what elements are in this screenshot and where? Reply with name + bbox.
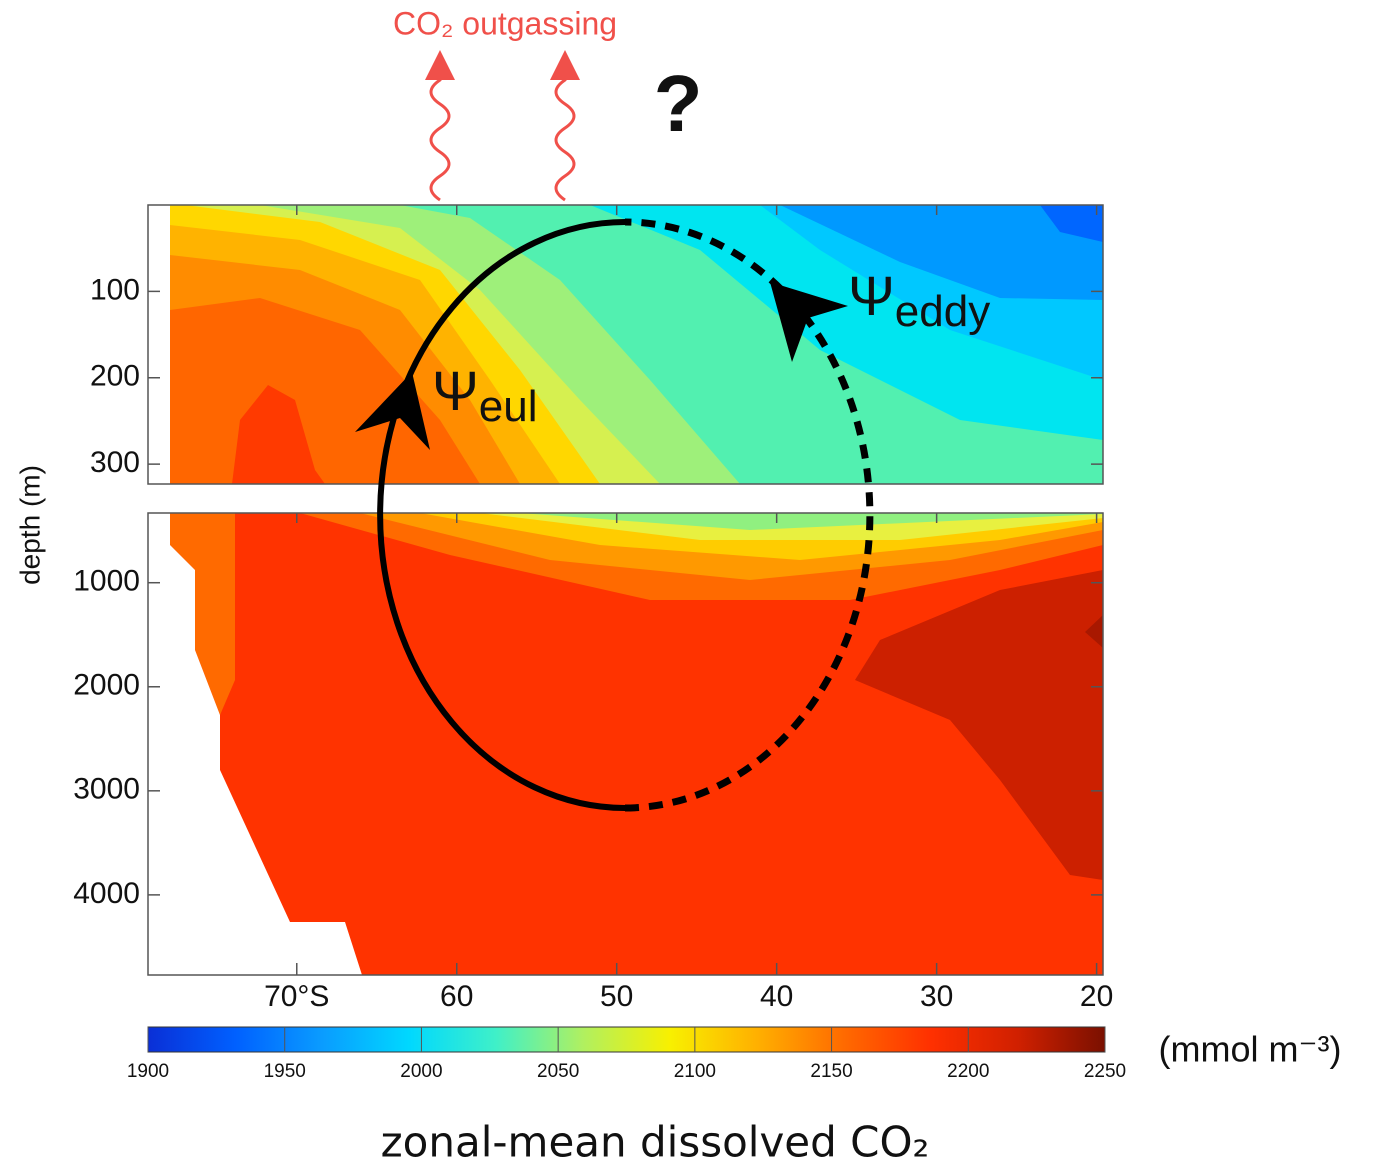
y-tick-label: 3000 — [73, 773, 140, 806]
outgassing-arrow — [429, 75, 451, 202]
lower-contours — [148, 513, 1103, 975]
contour-band — [855, 570, 1103, 880]
psi-symbol: Ψ — [432, 359, 479, 422]
colorbar-tick-label: 2000 — [400, 1061, 442, 1082]
y-tick-label: 1000 — [73, 565, 140, 598]
chart-title: zonal-mean dissolved CO₂ — [381, 1118, 930, 1167]
contour-band — [1085, 615, 1103, 648]
y-tick-label: 2000 — [73, 669, 140, 702]
psi-subscript: eul — [479, 382, 538, 431]
outgassing-label: CO₂ outgassing — [393, 5, 617, 41]
colorbar-label: (mmol m⁻³) — [1159, 1029, 1342, 1070]
arrowhead — [355, 372, 430, 450]
colorbar-tick-label: 1900 — [127, 1061, 169, 1082]
colorbar-tick-label: 1950 — [264, 1061, 306, 1082]
psi-eul: Ψeul — [432, 359, 538, 431]
y-axis-label: depth (m) — [14, 465, 45, 585]
x-tick-label: 20 — [1080, 980, 1113, 1013]
psi-subscript: eddy — [895, 287, 990, 336]
eddy-circulation — [624, 218, 874, 812]
psi-symbol: Ψ — [848, 264, 895, 327]
arrowhead — [550, 50, 580, 80]
contour-band — [232, 385, 325, 484]
land-mask — [148, 513, 362, 975]
colorbar-tick-label: 2200 — [947, 1061, 989, 1082]
colorbar-tick-label: 2050 — [537, 1061, 579, 1082]
x-tick-label: 40 — [760, 980, 793, 1013]
upper-contours — [148, 205, 1103, 484]
x-tick-label: 70°S — [264, 980, 329, 1013]
contour-band — [1040, 205, 1103, 242]
x-tick-label: 50 — [600, 980, 633, 1013]
colorbar-tick-label: 2100 — [674, 1061, 716, 1082]
land-mask — [148, 205, 170, 484]
contour-band — [780, 205, 1103, 300]
panel-frame — [147, 204, 1104, 485]
question-mark: ? — [654, 59, 703, 148]
psi-eddy: Ψeddy — [848, 264, 990, 336]
colorbar — [147, 1026, 1106, 1053]
y-tick-label: 100 — [90, 273, 140, 306]
arrowhead — [425, 50, 455, 80]
panel-frame — [147, 512, 1104, 976]
arrowhead — [770, 282, 848, 362]
y-tick-label: 200 — [90, 360, 140, 393]
outgassing-arrow — [554, 75, 576, 202]
contour-band — [170, 513, 235, 715]
y-tick-label: 300 — [90, 446, 140, 479]
colorbar-tick-label: 2150 — [810, 1061, 852, 1082]
colorbar-tick-label: 2250 — [1084, 1061, 1126, 1082]
y-tick-label: 4000 — [73, 877, 140, 910]
x-tick-label: 30 — [920, 980, 953, 1013]
x-tick-label: 60 — [440, 980, 473, 1013]
eulerian-circulation — [377, 219, 626, 811]
contour-band — [520, 513, 1103, 530]
